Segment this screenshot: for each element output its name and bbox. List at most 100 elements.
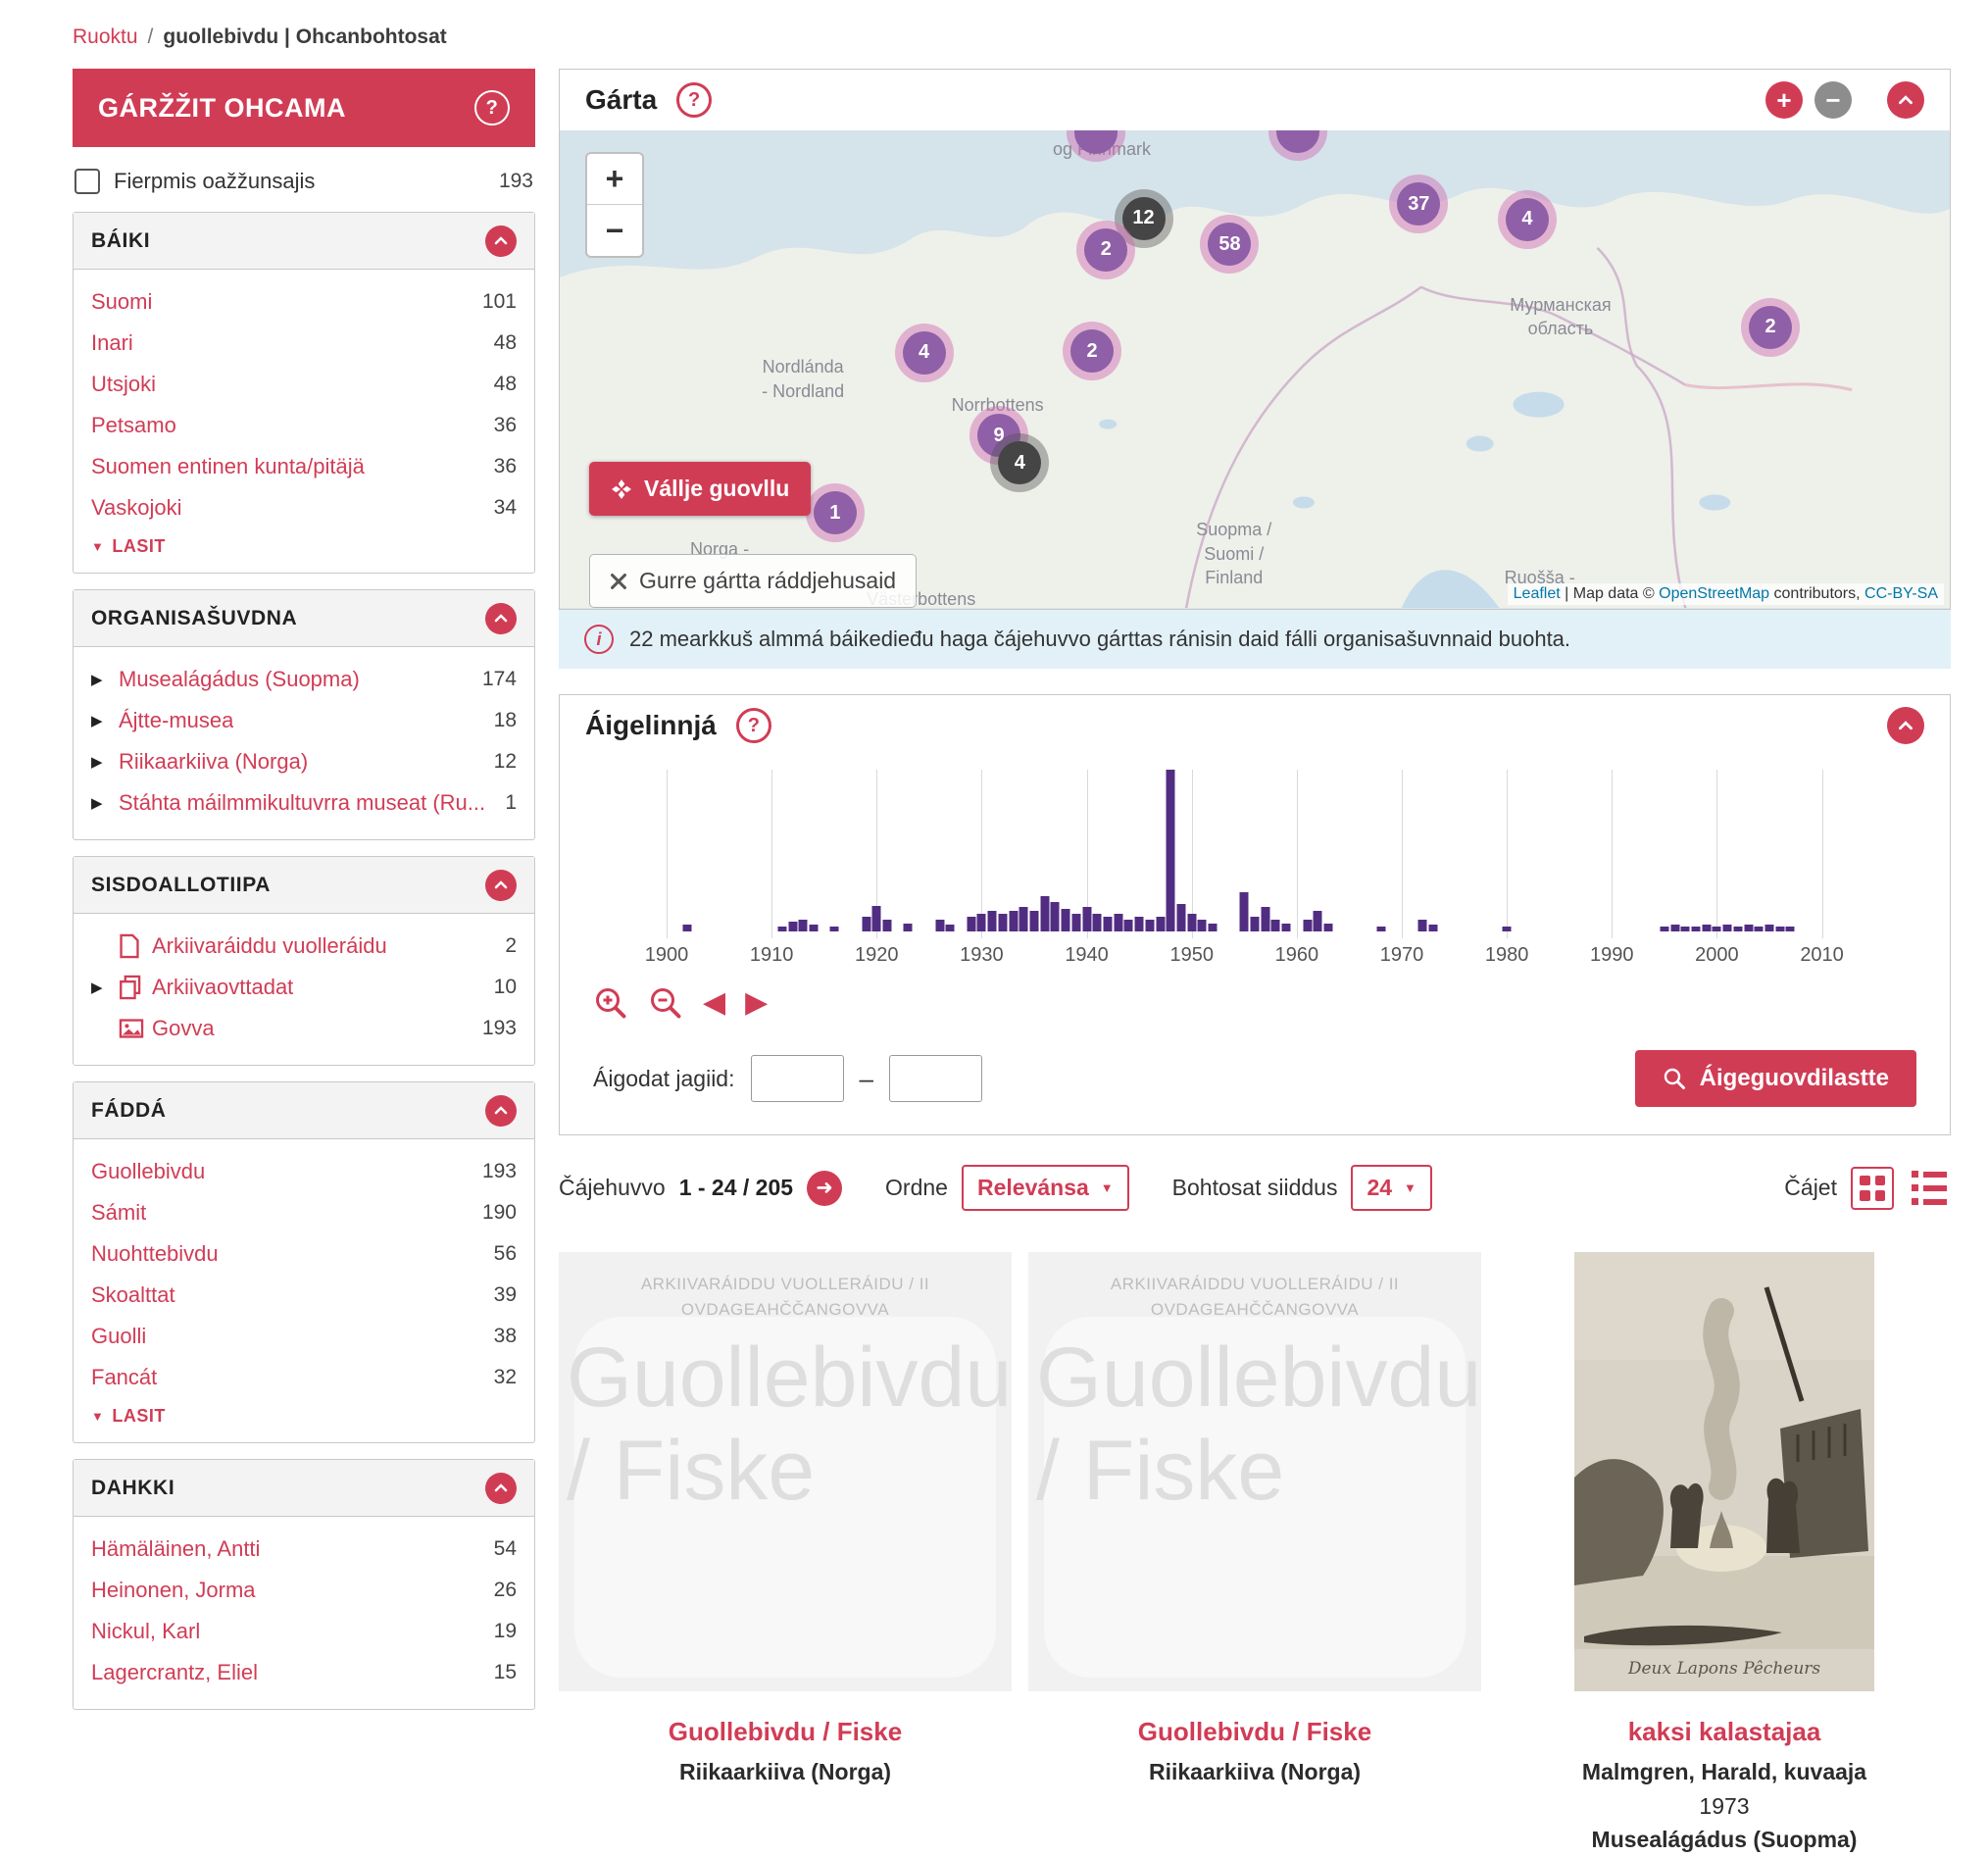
facet-show-more[interactable]: ▼ LASIT xyxy=(91,1406,517,1427)
cluster-marker[interactable]: 2 xyxy=(1063,322,1122,381)
online-filter-checkbox[interactable] xyxy=(75,169,100,194)
facet-item-label[interactable]: Ájtte-musea xyxy=(119,708,234,732)
chevron-down-icon: ▼ xyxy=(1100,1180,1114,1195)
facet-item-label[interactable]: Skoalttat xyxy=(91,1282,175,1307)
expander-icon[interactable]: ▶ xyxy=(91,979,103,996)
facet-item-label[interactable]: Stáhta máilmmikultuvrra museat (Ru... xyxy=(119,790,486,815)
facet-item-label[interactable]: Lagercrantz, Eliel xyxy=(91,1660,258,1684)
timeline-collapse-button[interactable] xyxy=(1887,707,1924,744)
expander-icon[interactable]: ▶ xyxy=(91,672,103,688)
facet-item-label[interactable]: Govva xyxy=(152,1016,215,1040)
facet-item-label[interactable]: Petsamo xyxy=(91,413,176,437)
result-thumbnail-placeholder[interactable]: ARKIIVARÁIDDU VUOLLERÁIDU / II OVDAGEAHČ… xyxy=(559,1252,1012,1691)
cluster-marker[interactable]: 4 xyxy=(990,433,1050,493)
cluster-marker[interactable]: 4 xyxy=(894,323,954,382)
year-to-input[interactable] xyxy=(888,1055,982,1102)
placeholder-shape xyxy=(1044,1317,1466,1678)
per-page-dropdown[interactable]: 24 ▼ xyxy=(1351,1165,1432,1211)
result-title-link[interactable]: kaksi kalastajaa xyxy=(1627,1717,1821,1746)
map-title: Gárta xyxy=(585,84,658,115)
time-focus-button[interactable]: Áigeguovdilastte xyxy=(1634,1050,1916,1107)
cluster-marker[interactable]: 1 xyxy=(805,483,865,543)
osm-link[interactable]: OpenStreetMap xyxy=(1659,585,1770,602)
facet-item-label[interactable]: Fancát xyxy=(91,1365,158,1389)
cluster-marker[interactable]: 4 xyxy=(1497,189,1557,249)
result-title-link[interactable]: Guollebivdu / Fiske xyxy=(668,1717,903,1746)
cluster-marker[interactable]: 2 xyxy=(1741,297,1801,357)
facet-collapse-button[interactable] xyxy=(485,869,517,901)
facet-title: BÁIKI xyxy=(91,228,151,252)
year-from-input[interactable] xyxy=(750,1055,844,1102)
expander-icon[interactable]: ▶ xyxy=(91,713,103,729)
cluster-marker[interactable]: 2 xyxy=(1076,220,1136,279)
attribution-text: | Map data © xyxy=(1560,585,1660,602)
result-thumbnail-placeholder[interactable]: ARKIIVARÁIDDU VUOLLERÁIDU / II OVDAGEAHČ… xyxy=(1028,1252,1481,1691)
map-help-icon[interactable]: ? xyxy=(676,82,713,118)
placeholder-title-text: Guollebivdu / Fiske xyxy=(567,1330,1012,1518)
facet-collapse-button[interactable] xyxy=(485,602,517,634)
order-dropdown[interactable]: Relevánsa ▼ xyxy=(961,1165,1129,1211)
cluster-marker[interactable] xyxy=(1267,130,1327,161)
leaflet-zoom-out-button[interactable]: − xyxy=(605,212,624,248)
timeline-pan-right-icon[interactable]: ▶ xyxy=(745,986,769,1019)
timeline-bar xyxy=(1428,925,1438,931)
facet-item-label[interactable]: Inari xyxy=(91,330,133,355)
facet-item-label[interactable]: Suomen entinen kunta/pitäjä xyxy=(91,454,365,478)
search-icon xyxy=(1664,1068,1685,1089)
breadcrumb-separator: / xyxy=(147,25,154,48)
facet-item-label[interactable]: Heinonen, Jorma xyxy=(91,1578,256,1602)
facet-item-label[interactable]: Suomi xyxy=(91,289,153,314)
timeline-bar xyxy=(1691,927,1701,931)
license-link[interactable]: CC-BY-SA xyxy=(1864,585,1938,602)
timeline-help-icon[interactable]: ? xyxy=(735,708,771,743)
breadcrumb-home-link[interactable]: Ruoktu xyxy=(73,25,138,48)
facet-item-label[interactable]: Hämäläinen, Antti xyxy=(91,1536,261,1561)
timeline-gridline xyxy=(1507,770,1509,938)
result-thumbnail-image[interactable]: Deux Lapons Pêcheurs xyxy=(1498,1252,1951,1691)
facet-item-label[interactable]: Nuohttebivdu xyxy=(91,1241,219,1266)
facet-collapse-button[interactable] xyxy=(485,1094,517,1127)
timeline-bar xyxy=(1071,913,1081,931)
facet-collapse-button[interactable] xyxy=(485,225,517,257)
expander-icon[interactable]: ▶ xyxy=(91,795,103,812)
close-icon xyxy=(611,573,626,589)
facet-item-label[interactable]: Arkiivaráiddu vuolleráidu xyxy=(152,933,387,958)
cluster-marker[interactable]: 12 xyxy=(1114,188,1173,248)
facet-show-more[interactable]: ▼ LASIT xyxy=(91,536,517,557)
facet-item-label[interactable]: Nickul, Karl xyxy=(91,1619,201,1643)
facet-item-label[interactable]: Musealágádus (Suopma) xyxy=(119,667,360,691)
timeline-pan-left-icon[interactable]: ◀ xyxy=(703,986,726,1019)
facet-collapse-button[interactable] xyxy=(485,1472,517,1504)
facet-item-label[interactable]: Riikaarkiiva (Norga) xyxy=(119,749,309,774)
grid-view-icon[interactable] xyxy=(1851,1166,1894,1210)
facet-item-label[interactable]: Sámit xyxy=(91,1200,147,1225)
facet-item-label[interactable]: Arkiivaovttadat xyxy=(152,975,294,999)
leaflet-zoom-in-button[interactable]: + xyxy=(587,154,642,205)
result-title-link[interactable]: Guollebivdu / Fiske xyxy=(1137,1717,1372,1746)
facet-item-label[interactable]: Guollebivdu xyxy=(91,1159,206,1183)
facet-item-label[interactable]: Vaskojoki xyxy=(91,495,182,520)
leaflet-link[interactable]: Leaflet xyxy=(1513,585,1561,602)
placeholder-type-text: ARKIIVARÁIDDU VUOLLERÁIDU / II OVDAGEAHČ… xyxy=(640,1275,930,1319)
map-collapse-button[interactable] xyxy=(1887,81,1924,119)
result-card: ARKIIVARÁIDDU VUOLLERÁIDU / II OVDAGEAHČ… xyxy=(1028,1252,1481,1857)
cluster-marker[interactable]: 37 xyxy=(1389,175,1449,234)
map-canvas[interactable]: og Finnmark Nordlánda - Nordland Norrbotte… xyxy=(560,130,1950,609)
map-zoom-out-button[interactable]: − xyxy=(1814,81,1852,119)
facet-item-label[interactable]: Utsjoki xyxy=(91,372,157,396)
map-zoom-in-button[interactable]: + xyxy=(1765,81,1803,119)
expander-icon[interactable]: ▶ xyxy=(91,754,103,771)
list-view-icon[interactable] xyxy=(1908,1167,1951,1210)
facet-item: Lagercrantz, Eliel 15 xyxy=(91,1652,517,1693)
help-icon[interactable]: ? xyxy=(474,90,510,125)
cluster-marker[interactable]: 58 xyxy=(1200,215,1260,275)
facet-more-label: LASIT xyxy=(112,536,166,556)
next-page-button[interactable]: ➜ xyxy=(807,1170,843,1206)
facet-item-label[interactable]: Guolli xyxy=(91,1324,147,1348)
timeline-zoom-out-icon[interactable] xyxy=(648,985,683,1021)
select-area-button[interactable]: Vállje guovllu xyxy=(589,462,812,516)
timeline-zoom-in-icon[interactable] xyxy=(593,985,628,1021)
chevron-up-icon xyxy=(1899,721,1913,730)
clear-map-filters-button[interactable]: Gurre gártta ráddjehusaid xyxy=(589,554,918,608)
facet-item: Petsamo 36 xyxy=(91,405,517,446)
